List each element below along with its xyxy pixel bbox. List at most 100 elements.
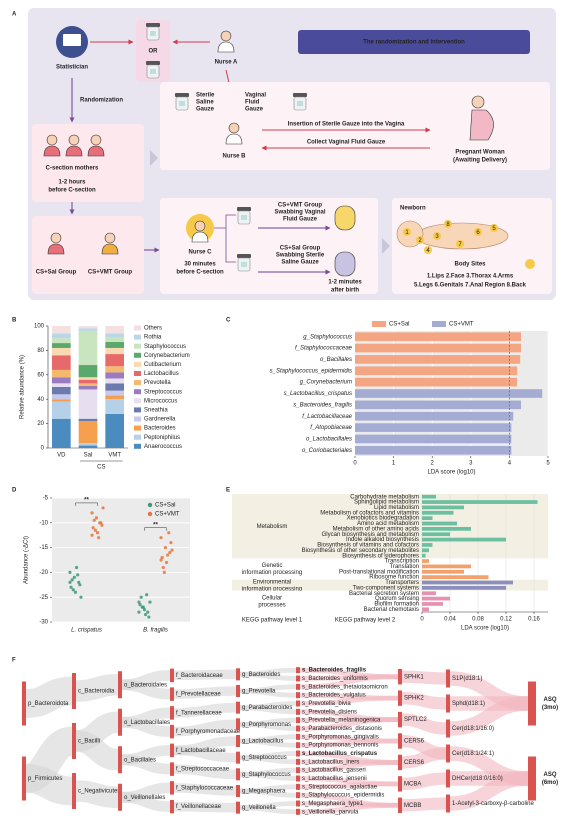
sankey-node <box>296 692 300 699</box>
legend-label: Gardnerella <box>144 417 176 423</box>
bar-segment <box>52 387 71 395</box>
level2-label: Carbohydrate metabolism <box>350 494 419 500</box>
body-site-dot <box>444 220 452 228</box>
sankey-link <box>401 747 447 769</box>
sankey-label: s_Bacteroides_fragilis <box>302 668 367 674</box>
body-site-list: 5.Legs 6.Genitals 7.Anal Region 8.Back <box>414 283 527 289</box>
legend-label: Corynebacterium <box>144 353 190 359</box>
sankey-link <box>401 772 447 791</box>
sankey-node <box>398 733 402 749</box>
bar-segment <box>52 333 71 339</box>
sankey-link <box>239 738 297 748</box>
c-section-label: C-section mothers <box>46 166 99 172</box>
chevron <box>150 150 158 166</box>
sankey-node <box>296 783 300 790</box>
sankey-link <box>299 717 399 731</box>
sankey-link <box>299 781 399 790</box>
y-axis-label: Abundance (-ΔCt) <box>24 536 30 584</box>
legend-swatch <box>372 321 386 327</box>
nurse-c-body <box>191 231 209 243</box>
level2-label: Glycan biosynthesis and metabolism <box>322 532 419 538</box>
data-point <box>163 546 168 550</box>
sankey-link <box>25 764 73 806</box>
jar-lid <box>146 23 160 27</box>
nurse-c-head <box>194 220 206 232</box>
x-tick-label: 0.12 <box>500 617 512 623</box>
level2-label: Ribosome function <box>369 575 419 581</box>
legend-label: CS+Sal <box>155 503 176 509</box>
bar <box>422 521 457 526</box>
gauze <box>179 101 185 106</box>
y-tick-label: g_Staphylococcus <box>303 334 352 340</box>
plot-background <box>52 498 190 622</box>
x-tick-label: 1 <box>392 461 396 467</box>
sankey-node <box>446 694 450 713</box>
sankey-node <box>118 746 122 774</box>
data-point <box>77 580 81 584</box>
bar <box>422 494 436 499</box>
sankey-label: g_Staphylococcus <box>242 772 291 778</box>
bar-segment <box>78 379 98 384</box>
bar <box>355 377 518 387</box>
sankey-label: c_Bacilli <box>78 739 100 745</box>
sankey-label: s_Bacteroides_uniformis <box>302 676 368 682</box>
legend-marker <box>147 511 153 517</box>
data-point <box>90 533 94 537</box>
panel-label: B <box>12 318 17 324</box>
body-site-dot <box>403 228 411 236</box>
level2-label: Transcription <box>385 559 419 565</box>
mother-head <box>68 134 80 146</box>
bar <box>422 526 471 531</box>
sankey-label: SPHK2 <box>404 696 424 702</box>
bar-segment <box>105 333 124 337</box>
sankey-node <box>170 668 174 683</box>
bar-segment <box>78 377 98 380</box>
y-tick-label: 60 <box>37 372 44 378</box>
sankey-label: f_Porphyromonadaceae <box>176 729 241 735</box>
data-point <box>161 565 165 570</box>
sankey-link <box>173 702 237 718</box>
sankey-link <box>299 738 399 748</box>
sankey-link <box>74 730 120 771</box>
sankey-label: ASQ <box>543 772 556 778</box>
legend-swatch <box>432 321 446 327</box>
sankey-link <box>121 791 171 813</box>
sankey-label: g_Prevotella <box>242 689 276 695</box>
sterile-saline-label: Sterile <box>196 93 215 99</box>
sankey-link <box>173 783 237 796</box>
legend-label: Staphylococcus <box>144 344 186 350</box>
bar-segment <box>105 395 124 400</box>
level2-label: Xenobiotics biodegradation <box>347 516 419 522</box>
bar-segment <box>78 365 98 378</box>
sterile-saline-label: Saline <box>196 100 214 106</box>
data-point <box>138 603 142 607</box>
body-site-dot <box>416 236 424 244</box>
legend-label: Sneathia <box>144 407 168 413</box>
sankey-label: g_Parabacteroides <box>242 705 292 711</box>
sankey-node <box>296 700 300 707</box>
sankey-label: o_Veillonellales <box>124 795 165 801</box>
y-tick-label: 100 <box>34 324 45 330</box>
sankey-link <box>173 686 237 699</box>
level2-label: Sphingolipid metabolism <box>354 500 419 506</box>
sankey-node <box>236 768 240 781</box>
sal-swab-label: Swabbing Sterile <box>276 253 325 259</box>
body-site-list: 1.Lips 2.Face 3.Thorax 4.Arms <box>427 274 514 280</box>
or-label: OR <box>149 49 159 55</box>
y-tick-label: -15 <box>39 545 48 551</box>
sankey-node <box>236 735 240 747</box>
y-tick-label: -25 <box>39 595 48 601</box>
level1-label: Cellular <box>262 595 282 601</box>
data-point <box>170 548 174 552</box>
significance-label: ** <box>153 522 158 528</box>
sankey-label: (6mo) <box>542 780 558 786</box>
y-tick-label: 20 <box>37 421 44 427</box>
bar-segment <box>52 399 71 402</box>
legend-swatch <box>134 389 141 395</box>
sankey-label: g_Porphyromonas <box>242 722 291 728</box>
x-tick-label: B. fragilis <box>143 628 168 634</box>
sankey-label: g_Streptococcus <box>242 755 287 761</box>
x-axis-label: LDA score (log10) <box>427 470 475 476</box>
sankey-link <box>239 805 297 815</box>
data-point <box>146 610 150 614</box>
